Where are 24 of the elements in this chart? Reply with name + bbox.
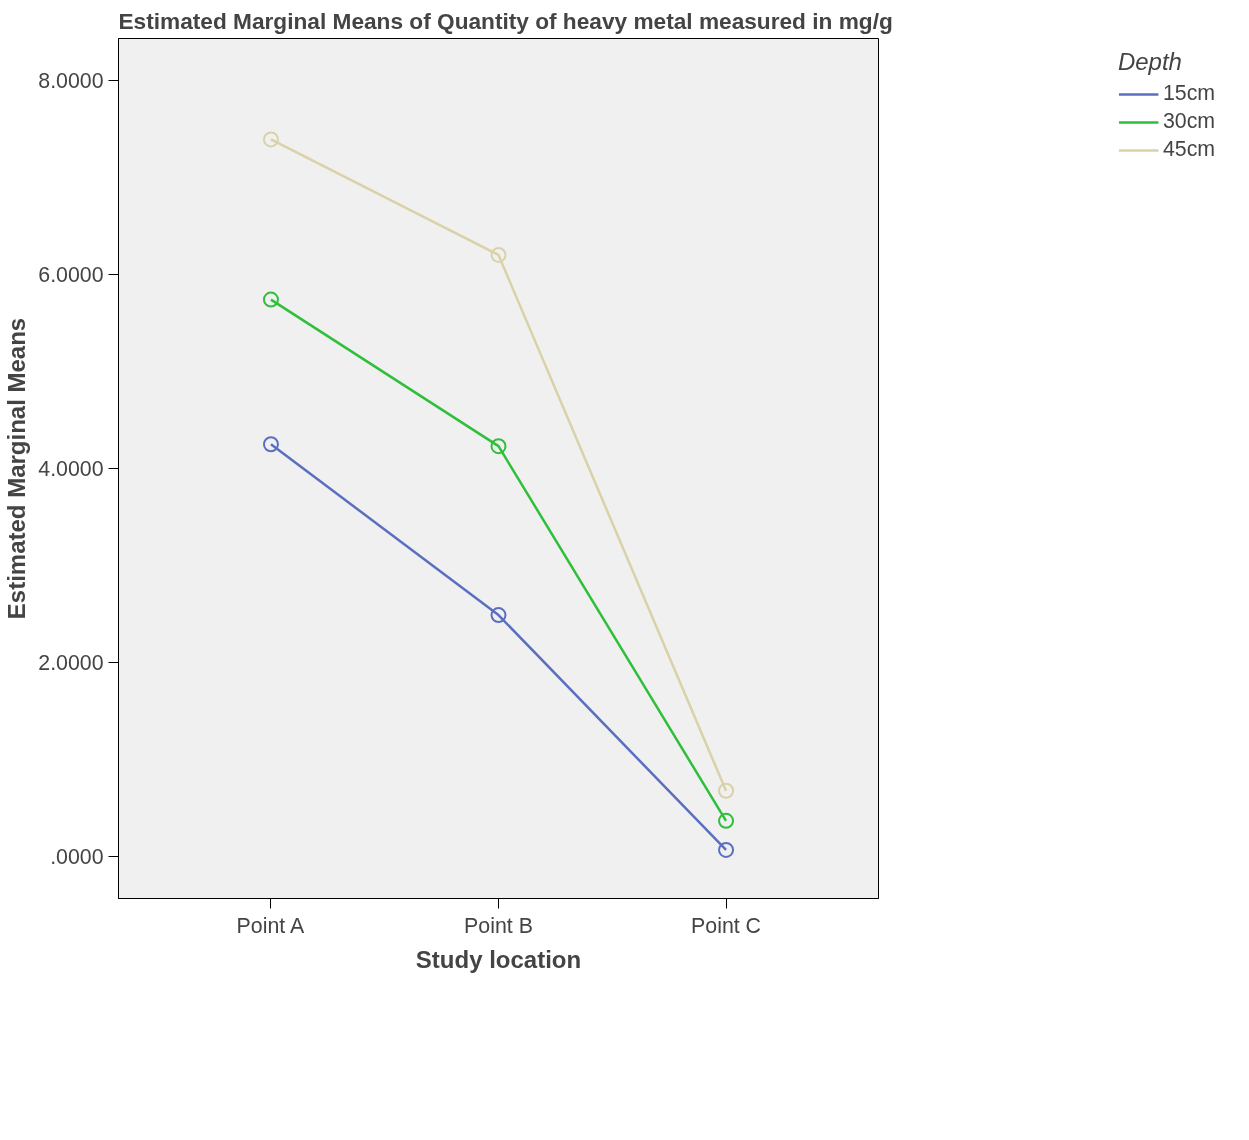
point [262,291,279,308]
y-tick-label: 8.0000 [38,68,104,93]
y-axis-title: Estimated Marginal Means [3,317,31,620]
x-tick-label: Point C [691,913,762,938]
legend-label: 45cm [1162,137,1216,162]
x-axis-title: Study location [415,945,582,973]
point [490,607,507,624]
point [718,841,735,858]
point [718,812,735,829]
y-tick-label: 6.0000 [38,262,104,287]
legend-label: 30cm [1162,109,1216,134]
point [490,246,507,263]
point [262,436,279,453]
point [718,782,735,799]
x-tick-label: Point A [236,913,305,938]
y-tick-label: 4.0000 [38,457,104,481]
point [490,438,507,455]
legend-label: 15cm [1162,81,1216,106]
y-tick-label: 2.0000 [38,651,104,676]
point [262,131,279,148]
legend-title: Depth [1117,48,1183,76]
y-tick-label: .0000 [50,845,104,870]
chart-title: Estimated Marginal Means of Quantity of heavy metal measured in mg/g [118,7,893,34]
x-tick-label: Point B [464,913,533,938]
